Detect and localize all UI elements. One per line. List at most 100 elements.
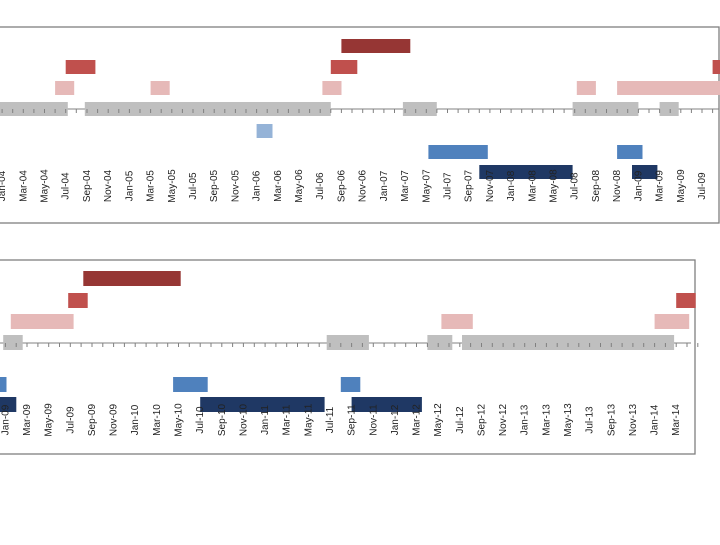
tick-label: Mar-09	[655, 170, 666, 202]
tick-label: Jul-07	[443, 172, 454, 200]
tick-label: Mar-09	[22, 404, 33, 436]
gantt-bar-red	[65, 60, 96, 74]
tick-label: May-05	[167, 169, 178, 203]
tick-label: Mar-04	[18, 170, 29, 202]
tick-label: Jan-09	[633, 170, 644, 201]
tick-label: Jan-09	[0, 404, 11, 435]
gantt-bar-pink	[10, 314, 74, 329]
tick-label: Sep-12	[477, 403, 488, 436]
gantt-bar-navy	[351, 397, 422, 412]
gantt-bar-gray	[3, 335, 23, 350]
tick-label: Mar-11	[282, 404, 293, 435]
gantt-bar-gray	[84, 102, 331, 116]
tick-label: Sep-08	[591, 169, 602, 202]
gantt-bar-blue	[617, 145, 643, 159]
tick-label: Nov-04	[103, 169, 114, 202]
gantt-bar-gray	[326, 335, 369, 350]
gantt-bar-gray	[402, 102, 437, 116]
gantt-bar-navy	[200, 397, 325, 412]
tick-label: Sep-06	[336, 169, 347, 202]
tick-label: Jan-08	[506, 170, 517, 201]
tick-label: Mar-05	[146, 170, 157, 202]
tick-label: Nov-07	[485, 169, 496, 202]
gantt-bar-pink	[322, 81, 342, 95]
tick-label: Mar-14	[671, 404, 682, 436]
tick-label: Sep-10	[217, 403, 228, 436]
tick-label: May-12	[433, 403, 444, 437]
panel-tick-labels: Jan-04 Mar-04 May-04 Jul-04 Sep-04 Nov-04 Jan-…	[0, 169, 708, 203]
tick-label: Sep-09	[87, 403, 98, 436]
tick-label: May-09	[44, 403, 55, 437]
gantt-bar-navy	[0, 397, 17, 412]
tick-label: Jul-10	[195, 406, 206, 434]
tick-label: Jul-08	[570, 172, 581, 200]
tick-label: Jul-11	[325, 406, 336, 433]
tick-label: Nov-08	[612, 169, 623, 202]
tick-label: Jan-05	[124, 170, 135, 201]
tick-label: Jan-04	[0, 170, 8, 201]
tick-label: Sep-05	[209, 169, 220, 202]
tick-label: Nov-12	[498, 403, 509, 436]
tick-label: Nov-05	[230, 169, 241, 202]
tick-label: Jan-11	[260, 405, 271, 435]
gantt-bar-gray	[462, 335, 675, 350]
gantt-bar-navy	[632, 165, 658, 179]
tick-label: Sep-13	[606, 403, 617, 436]
gantt-bar-red	[68, 293, 88, 308]
gantt-bar-blue	[428, 145, 488, 159]
gantt-bar-pink	[654, 314, 690, 329]
panel-ticks	[4, 343, 699, 347]
gantt-bar-blue	[0, 377, 7, 392]
tick-label: Mar-13	[541, 404, 552, 436]
tick-label: Jan-07	[379, 170, 390, 201]
gantt-bar-pink	[150, 81, 170, 95]
gantt-bar-blue	[340, 377, 361, 392]
tick-label: May-08	[549, 169, 560, 203]
tick-label: May-13	[563, 403, 574, 437]
tick-label: Jan-12	[390, 404, 401, 435]
tick-label: Jan-13	[520, 404, 531, 435]
tick-label: May-09	[676, 169, 687, 203]
gantt-bar-red	[676, 293, 696, 308]
panel-bars	[0, 271, 696, 412]
panel-ticks	[1, 109, 714, 113]
gantt-bar-blue	[173, 377, 208, 392]
tick-label: Nov-06	[358, 169, 369, 202]
tick-label: Mar-07	[400, 170, 411, 202]
tick-label: Jul-13	[585, 406, 596, 434]
gantt-bar-red	[330, 60, 358, 74]
tick-label: Sep-07	[464, 169, 475, 202]
gantt-bar-pink	[441, 314, 473, 329]
tick-label: Jul-09	[65, 406, 76, 434]
panel-tick-labels: Jan-09 Mar-09 May-09 Jul-09 Sep-09 Nov-09 Jan-…	[0, 403, 682, 437]
tick-label: Nov-09	[109, 403, 120, 436]
gantt-bar-dark_red	[341, 39, 411, 53]
tick-label: Nov-11	[368, 404, 379, 436]
gantt-bar-pink	[576, 81, 596, 95]
gantt-bar-gray	[659, 102, 679, 116]
gantt-bar-gray	[427, 335, 453, 350]
tick-label: May-10	[174, 403, 185, 437]
panel-frame	[0, 26, 720, 224]
tick-label: May-06	[294, 169, 305, 203]
tick-label: May-11	[303, 403, 314, 436]
tick-label: Jan-10	[130, 404, 141, 435]
tick-label: Jul-04	[61, 172, 72, 200]
tick-label: Sep-04	[82, 169, 93, 202]
tick-label: Jan-06	[252, 170, 263, 201]
tick-label: Jul-06	[315, 172, 326, 200]
tick-label: Mar-08	[527, 170, 538, 202]
tick-label: Jul-12	[455, 406, 466, 434]
tick-label: Mar-12	[412, 404, 423, 436]
tick-label: Jul-09	[697, 172, 708, 200]
tick-label: May-04	[40, 169, 51, 203]
timeline-panel-2009-2014: Jan-09 Mar-09 May-09 Jul-09 Sep-09 Nov-09 Jan-…	[0, 259, 699, 455]
panel-frame	[0, 259, 696, 455]
tick-label: Mar-06	[273, 170, 284, 202]
tick-label: Nov-13	[628, 403, 639, 436]
gantt-bar-pink	[55, 81, 75, 95]
tick-label: Jan-14	[650, 404, 661, 435]
gantt-bar-light_blue	[256, 124, 273, 138]
